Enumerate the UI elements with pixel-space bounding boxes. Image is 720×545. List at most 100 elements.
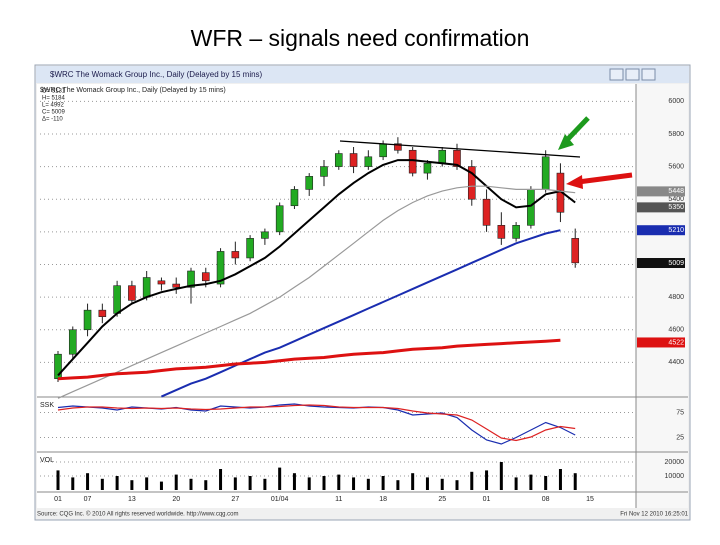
volume-bar	[322, 476, 326, 490]
y-tick-label: 75	[676, 409, 684, 416]
green-arrow	[565, 116, 590, 142]
candle-body	[423, 163, 432, 174]
candle-body	[320, 166, 328, 177]
volume-bar	[396, 480, 400, 490]
candle-body	[512, 225, 520, 239]
x-tick-label: 15	[586, 496, 594, 503]
candle-body	[261, 231, 269, 239]
candle-body	[467, 166, 476, 200]
volume-bar	[233, 477, 237, 490]
y-tick-label: 5400	[668, 196, 684, 203]
volume-bar	[499, 462, 503, 490]
volume-bar	[455, 480, 459, 490]
y-tick-label: 5600	[668, 163, 684, 170]
candle-body	[275, 205, 284, 233]
close-button[interactable]	[641, 68, 656, 81]
candle-body	[290, 189, 299, 207]
candle-body	[527, 189, 535, 226]
volume-bar	[189, 478, 193, 490]
minimize-button[interactable]	[609, 68, 624, 81]
volume-bar	[219, 469, 223, 490]
candle-body	[113, 285, 121, 314]
panel-title: SSK	[40, 402, 54, 409]
volume-bar	[278, 467, 282, 490]
series-line	[160, 229, 561, 398]
x-tick-label: 13	[128, 496, 136, 503]
volume-bar	[514, 477, 518, 490]
x-tick-label: 27	[231, 496, 239, 503]
volume-bar	[145, 477, 149, 490]
candle-body	[453, 149, 461, 167]
volume-bar	[174, 474, 178, 490]
price-tag	[637, 186, 685, 197]
x-tick-label: 25	[438, 496, 446, 503]
x-tick-label: 11	[335, 496, 342, 503]
footer-timestamp: Fri Nov 12 2010 16:25:01	[620, 512, 688, 518]
footer-source: Source: CQG Inc. © 2010 All rights reser…	[37, 511, 239, 518]
candle-body	[379, 143, 387, 158]
candle-body	[157, 280, 166, 285]
x-tick-label: 08	[542, 496, 550, 503]
volume-bar	[204, 480, 208, 490]
candle-body	[541, 156, 550, 190]
price-tag-label: 5210	[668, 227, 684, 234]
volume-bar	[86, 473, 90, 490]
price-tag-label: 4522	[668, 339, 684, 346]
volume-bar	[100, 478, 104, 490]
trend-line	[339, 140, 581, 158]
panel-title: $WRC The Womack Group Inc., Daily (Delay…	[40, 87, 226, 94]
volume-bar	[159, 481, 163, 490]
green-arrow-head	[558, 134, 574, 150]
ohlc-readout: L= 4992	[42, 103, 65, 109]
volume-bar	[470, 471, 474, 490]
volume-bar	[529, 474, 533, 490]
ohlc-readout: C= 5009	[42, 110, 66, 116]
candle-body	[98, 309, 107, 317]
price-axis-area	[636, 84, 688, 508]
x-tick-label: 18	[379, 496, 387, 503]
y-tick-label: 6000	[668, 98, 684, 105]
price-tag	[637, 337, 685, 348]
volume-bar	[411, 473, 415, 490]
volume-bar	[263, 478, 267, 490]
y-tick-label: 20000	[665, 459, 685, 466]
y-tick-label: 4600	[668, 327, 684, 334]
candle-body	[187, 270, 195, 288]
ohlc-readout: H= 5184	[42, 96, 66, 102]
volume-bar	[440, 478, 444, 490]
candle-body	[172, 283, 181, 288]
volume-bar	[71, 477, 75, 490]
candle-body	[68, 329, 77, 355]
plot-layer: 440046004800500052005400560058006000$WRC…	[40, 87, 685, 503]
candle-body	[201, 272, 210, 282]
candle-body	[571, 238, 580, 264]
y-tick-label: 25	[676, 434, 684, 441]
slide-title: WFR – signals need confirmation	[191, 25, 530, 51]
volume-bar	[56, 470, 60, 490]
y-tick-label: 4400	[668, 359, 684, 366]
volume-bar	[544, 476, 548, 490]
volume-bar	[425, 477, 429, 490]
candle-body	[349, 153, 358, 167]
series-line	[57, 185, 576, 399]
red-arrow-head	[566, 175, 583, 189]
candle-body	[246, 238, 254, 259]
volume-bar	[573, 473, 577, 490]
price-tag-label: 5350	[668, 204, 684, 211]
price-tag-label: 5448	[668, 188, 684, 195]
price-tag	[637, 202, 685, 213]
y-tick-label: 5800	[668, 131, 684, 138]
price-tag-label: 5009	[668, 260, 684, 267]
x-tick-label: 01	[54, 496, 62, 503]
volume-bar	[366, 478, 370, 490]
candle-body	[408, 149, 417, 174]
candle-body	[438, 149, 447, 164]
maximize-button[interactable]	[625, 68, 640, 81]
candle-body	[83, 309, 92, 331]
volume-bar	[248, 476, 252, 490]
candle-body	[128, 285, 136, 301]
volume-bar	[337, 474, 341, 490]
volume-bar	[558, 469, 562, 490]
y-tick-label: 10000	[665, 473, 685, 480]
candle-body	[497, 225, 506, 239]
